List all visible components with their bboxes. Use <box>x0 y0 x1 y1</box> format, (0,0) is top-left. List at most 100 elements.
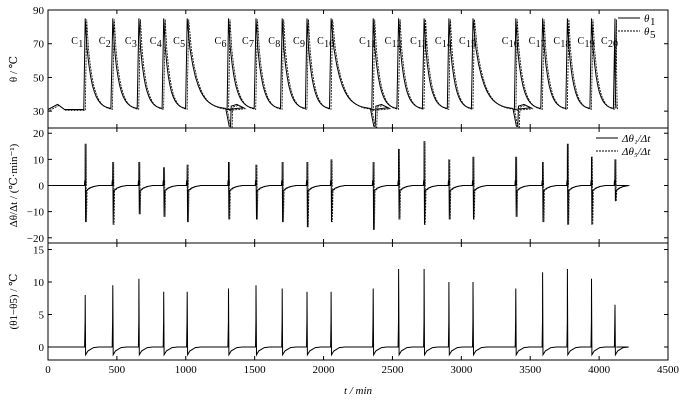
x-tick-label: 3000 <box>450 364 473 376</box>
y-tick-label: −20 <box>27 233 45 245</box>
cycle-label-num: 20 <box>608 39 618 50</box>
legend-1: θ 1θ 5 <box>618 13 656 41</box>
legend-label-theta5: θ <box>644 26 650 38</box>
x-axis-label: t / min <box>344 385 373 397</box>
cycle-label-C14: C 14 <box>435 36 452 50</box>
cycle-label-c: C <box>99 36 106 47</box>
cycle-label-num: 9 <box>300 39 305 50</box>
cycle-label-C15: C 15 <box>459 36 476 50</box>
cycle-label-C17: C 17 <box>529 36 546 50</box>
cycle-label-c: C <box>435 36 442 47</box>
cycle-label-num: 4 <box>157 39 162 50</box>
x-tick-label: 2000 <box>313 364 336 376</box>
y-tick-label: 0 <box>39 181 45 193</box>
cycle-label-num: 13 <box>417 39 427 50</box>
cycle-label-num: 2 <box>106 39 111 50</box>
cycle-label-c: C <box>553 36 560 47</box>
cycle-label-num: 12 <box>392 39 402 50</box>
series-theta5-line <box>49 19 619 128</box>
y-tick-label: 15 <box>33 245 45 257</box>
cycle-label-num: 8 <box>275 39 280 50</box>
cycle-label-c: C <box>601 36 608 47</box>
y-tick-label: 90 <box>33 5 45 17</box>
cycle-label-c: C <box>150 36 157 47</box>
y-tick-label: 0 <box>39 342 45 354</box>
cycle-label-c: C <box>268 36 275 47</box>
cycle-label-num: 5 <box>180 39 185 50</box>
y-tick-label: 5 <box>39 310 45 322</box>
cycle-label-c: C <box>173 36 180 47</box>
y-axis-label-1: θ / ℃ <box>8 56 20 82</box>
cycle-label-c: C <box>293 36 300 47</box>
series-diff-line <box>48 268 629 357</box>
cycle-label-num: 7 <box>249 39 254 50</box>
cycle-label-c: C <box>71 36 78 47</box>
cycle-label-num: 15 <box>466 39 476 50</box>
cycle-label-num: 1 <box>78 39 83 50</box>
y-axis-label-2-group: Δθ/Δt / (℃·min⁻¹) <box>8 143 20 227</box>
y-tick-label: 10 <box>33 154 45 166</box>
cycle-label-num: 11 <box>366 39 376 50</box>
cycle-label-c: C <box>214 36 221 47</box>
y-axis-label-3: (θ1−θ5) / ℃ <box>8 274 20 330</box>
cycle-label-num: 3 <box>132 39 137 50</box>
cycle-label-C11: C 11 <box>359 36 376 50</box>
cycle-label-c: C <box>529 36 536 47</box>
cycle-label-num: 6 <box>221 39 226 50</box>
y-tick-label: 30 <box>33 106 45 118</box>
y-axis-label-1-group: θ / ℃ <box>8 56 20 82</box>
cycle-label-c: C <box>385 36 392 47</box>
x-tick-label: 1500 <box>244 364 267 376</box>
panel-frame-3 <box>47 242 669 361</box>
cycle-label-c: C <box>242 36 249 47</box>
cycle-label-c: C <box>359 36 366 47</box>
legend-label-theta1: θ <box>644 13 650 25</box>
y-tick-label: −10 <box>27 207 45 219</box>
y-tick-label: 10 <box>33 277 45 289</box>
x-tick-label: 4000 <box>588 364 611 376</box>
x-tick-label: 4500 <box>657 364 680 376</box>
x-tick-label: 1000 <box>175 364 198 376</box>
x-tick-label: 2500 <box>381 364 404 376</box>
cycle-label-C18: C 18 <box>553 36 570 50</box>
y-axis-label-3-group: (θ1−θ5) / ℃ <box>8 274 20 330</box>
cycle-label-c: C <box>410 36 417 47</box>
legend-sub-1: 1 <box>650 16 656 28</box>
x-tick-label: 0 <box>45 364 51 376</box>
cycle-label-num: 10 <box>324 39 334 50</box>
cycle-label-c: C <box>578 36 585 47</box>
cycle-label-num: 18 <box>560 39 570 50</box>
x-tick-label: 500 <box>109 364 126 376</box>
y-axis-label-2: Δθ/Δt / (℃·min⁻¹) <box>8 143 20 227</box>
legend-sub-5: 5 <box>650 29 656 41</box>
legend-label-rate5: Δθ₅/Δt <box>621 146 651 158</box>
x-tick-label: 3500 <box>519 364 542 376</box>
cycle-label-c: C <box>317 36 324 47</box>
cycle-label-C19: C 19 <box>578 36 595 50</box>
panel-frame-1 <box>47 9 669 129</box>
legend-label-rate1: Δθ₁/Δt <box>621 133 651 145</box>
cycle-label-C16: C 16 <box>502 36 519 50</box>
series-rate1-line <box>48 141 629 230</box>
cycle-label-c: C <box>125 36 132 47</box>
cycle-label-c: C <box>459 36 466 47</box>
y-tick-label: 70 <box>33 39 45 51</box>
y-tick-label: 20 <box>33 128 45 140</box>
cycle-label-num: 19 <box>585 39 595 50</box>
cycle-label-C20: C 20 <box>601 36 618 50</box>
series-rate5-line <box>49 141 630 230</box>
cycle-label-C13: C 13 <box>410 36 427 50</box>
cycle-label-c: C <box>502 36 509 47</box>
cycle-label-num: 17 <box>536 39 546 50</box>
y-tick-label: 50 <box>33 72 45 84</box>
